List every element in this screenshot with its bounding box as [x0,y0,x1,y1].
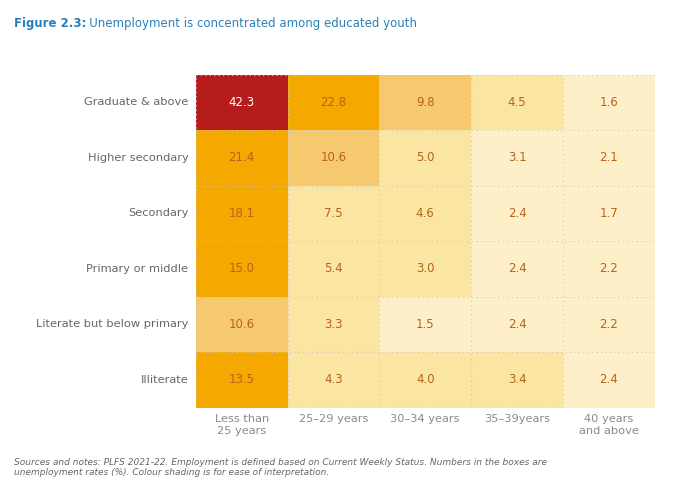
Text: 10.6: 10.6 [321,151,346,165]
Bar [288,352,379,408]
Text: 9.8: 9.8 [416,96,435,109]
Bar [379,241,471,297]
Bar [471,297,563,352]
Bar [563,185,655,241]
Text: 1.6: 1.6 [599,96,618,109]
Text: 42.3: 42.3 [229,96,254,109]
Text: Secondary: Secondary [128,208,188,218]
Text: 3.3: 3.3 [324,318,343,331]
Text: 4.3: 4.3 [324,373,343,386]
Bar [471,130,563,185]
Bar [196,241,288,297]
Bar [379,185,471,241]
Text: 1.7: 1.7 [599,207,618,220]
Text: 13.5: 13.5 [229,373,254,386]
Text: Unemployment is concentrated among educated youth: Unemployment is concentrated among educa… [78,17,416,30]
Text: 2.4: 2.4 [508,262,526,275]
Text: 30–34 years: 30–34 years [391,414,460,424]
Text: Graduate & above: Graduate & above [84,97,188,107]
Bar [379,130,471,185]
Bar [288,185,379,241]
Text: 2.4: 2.4 [599,373,618,386]
Text: 4.5: 4.5 [508,96,526,109]
Text: 2.2: 2.2 [599,262,618,275]
Text: 10.6: 10.6 [229,318,254,331]
Bar [563,352,655,408]
Bar [471,241,563,297]
Text: 3.1: 3.1 [508,151,526,165]
Bar [379,352,471,408]
Bar [471,352,563,408]
Text: 4.0: 4.0 [416,373,435,386]
Bar [563,130,655,185]
Text: 5.4: 5.4 [324,262,343,275]
Text: 1.5: 1.5 [416,318,435,331]
Text: 40 years
and above: 40 years and above [579,414,639,436]
Bar [288,75,379,130]
Text: Literate but below primary: Literate but below primary [36,319,188,330]
Bar [288,130,379,185]
Bar [196,185,288,241]
Text: 2.4: 2.4 [508,207,526,220]
Bar [288,241,379,297]
Bar [288,297,379,352]
Text: 25–29 years: 25–29 years [299,414,368,424]
Bar [379,297,471,352]
Bar [563,297,655,352]
Bar [471,185,563,241]
Bar [563,241,655,297]
Text: 15.0: 15.0 [229,262,254,275]
Text: 2.2: 2.2 [599,318,618,331]
Text: 3.4: 3.4 [508,373,526,386]
Text: 22.8: 22.8 [321,96,346,109]
Bar [196,352,288,408]
Text: Sources and notes: PLFS 2021-22. Employment is defined based on Current Weekly S: Sources and notes: PLFS 2021-22. Employm… [14,458,547,477]
Bar [196,130,288,185]
Bar [563,75,655,130]
Text: 5.0: 5.0 [416,151,435,165]
Text: 2.1: 2.1 [599,151,618,165]
Text: Figure 2.3:: Figure 2.3: [14,17,86,30]
Text: 4.6: 4.6 [416,207,435,220]
Text: 21.4: 21.4 [229,151,254,165]
Text: Primary or middle: Primary or middle [86,264,188,274]
Text: Less than
25 years: Less than 25 years [215,414,269,436]
Bar [379,75,471,130]
Text: 2.4: 2.4 [508,318,526,331]
Text: 3.0: 3.0 [416,262,435,275]
Text: Illiterate: Illiterate [140,375,188,385]
Text: 18.1: 18.1 [229,207,254,220]
Bar [196,75,288,130]
Bar [196,297,288,352]
Text: 7.5: 7.5 [324,207,343,220]
Text: 35–39years: 35–39years [484,414,550,424]
Bar [471,75,563,130]
Text: Higher secondary: Higher secondary [88,153,188,163]
